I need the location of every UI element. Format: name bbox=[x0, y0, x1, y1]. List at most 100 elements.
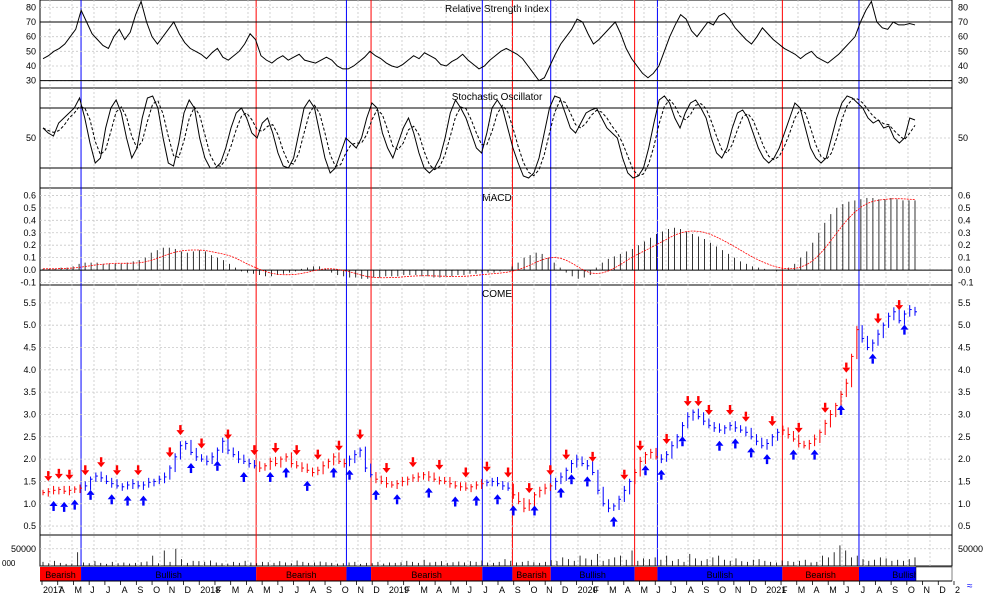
x-tick-label: J bbox=[861, 585, 866, 594]
buy-arrow-icon bbox=[678, 436, 687, 447]
buy-arrow-head bbox=[556, 487, 565, 493]
price-tick-right: 1.5 bbox=[958, 476, 971, 486]
sell-arrow-head bbox=[525, 488, 534, 494]
buy-arrow-icon bbox=[789, 449, 798, 460]
buy-arrow-head bbox=[567, 474, 576, 480]
price-tick-left: 0.5 bbox=[23, 521, 36, 531]
buy-arrow-icon bbox=[900, 324, 909, 335]
macd-tick-right: 0.0 bbox=[958, 265, 971, 275]
price-tick-left: 3.5 bbox=[23, 387, 36, 397]
buy-arrow-head bbox=[810, 449, 819, 455]
phase-bar: Bearish Bullish Bearish Bearish Bearish Bulli… bbox=[40, 566, 953, 582]
buy-arrow-icon bbox=[213, 460, 222, 471]
sell-arrow-icon bbox=[683, 396, 692, 407]
sell-arrow-head bbox=[65, 474, 74, 480]
sell-arrow-shaft bbox=[411, 457, 415, 463]
sell-arrow-shaft bbox=[797, 422, 800, 428]
sell-arrow-shaft bbox=[528, 483, 531, 489]
macd-panel: MACD -0.1 -0.1 0.0 0.0 0.1 0.1 0.2 0.2 0.3 0.3 0.4… bbox=[20, 190, 973, 287]
sell-arrow-head bbox=[683, 401, 692, 407]
sell-arrow-icon bbox=[504, 467, 513, 478]
sell-arrow-head bbox=[292, 450, 301, 456]
sell-arrow-shaft bbox=[823, 402, 827, 408]
sell-arrow-shaft bbox=[638, 440, 642, 446]
x-tick-label: 2021 bbox=[766, 585, 786, 594]
buy-arrow-head bbox=[345, 469, 354, 475]
sell-arrow-shaft bbox=[57, 468, 61, 474]
sell-arrow-shaft bbox=[845, 362, 848, 368]
sell-arrow-head bbox=[562, 454, 571, 460]
phase-segment bbox=[782, 567, 859, 581]
x-tick-label: O bbox=[530, 585, 537, 594]
corner-icon[interactable]: ≈ bbox=[967, 581, 973, 592]
sell-arrow-shaft bbox=[47, 471, 50, 477]
price-tick-right: 5.5 bbox=[958, 298, 971, 308]
buy-arrow-shaft bbox=[533, 510, 536, 516]
sell-arrow-head bbox=[44, 476, 53, 482]
buy-arrow-shaft bbox=[792, 454, 795, 460]
buy-arrow-head bbox=[49, 500, 58, 506]
buy-arrow-head bbox=[107, 494, 116, 500]
sell-arrow-icon bbox=[54, 468, 63, 479]
macd-tick-left: 0.4 bbox=[23, 215, 36, 225]
buy-arrow-shaft bbox=[644, 470, 647, 476]
x-tick-label: A bbox=[122, 585, 128, 594]
buy-arrow-icon bbox=[609, 516, 618, 527]
sell-arrow-shaft bbox=[295, 445, 298, 451]
sell-arrow-shaft bbox=[136, 465, 140, 471]
sell-arrow-shaft bbox=[99, 457, 103, 463]
buy-arrow-shaft bbox=[813, 454, 816, 460]
sell-arrow-icon bbox=[97, 457, 106, 468]
x-tick-label: F bbox=[405, 585, 411, 594]
buy-arrow-shaft bbox=[839, 410, 843, 415]
price-tick-left: 1.5 bbox=[23, 476, 36, 486]
sell-arrow-head bbox=[382, 468, 391, 474]
buy-arrow-shaft bbox=[73, 504, 76, 510]
x-tick-label: S bbox=[703, 585, 709, 594]
buy-arrow-icon bbox=[239, 471, 248, 482]
buy-arrow-shaft bbox=[110, 499, 113, 505]
buy-arrow-head bbox=[472, 495, 481, 501]
sell-arrow-shaft bbox=[179, 425, 182, 431]
phase-segment bbox=[482, 567, 513, 581]
buy-arrow-head bbox=[530, 505, 539, 511]
buy-arrow-head bbox=[763, 454, 772, 460]
phase-empty bbox=[915, 566, 953, 582]
buy-arrow-head bbox=[213, 460, 222, 466]
sell-arrow-head bbox=[223, 434, 232, 440]
price-tick-right: 3.5 bbox=[958, 387, 971, 397]
rsi-tick-left: 50 bbox=[26, 46, 36, 56]
sell-arrow-shaft bbox=[438, 459, 441, 465]
buy-arrow-icon bbox=[139, 495, 148, 506]
buy-arrow-head bbox=[583, 476, 592, 482]
sell-arrow-icon bbox=[134, 465, 143, 476]
sell-arrow-icon bbox=[588, 451, 597, 462]
sell-arrow-icon bbox=[65, 469, 74, 480]
buy-arrow-shaft bbox=[374, 494, 378, 500]
x-tick-label: M bbox=[609, 585, 617, 594]
price-tick-right: 3.0 bbox=[958, 409, 971, 419]
rsi-tick-right: 50 bbox=[958, 46, 968, 56]
sell-arrow-shaft bbox=[385, 463, 388, 469]
sell-arrow-icon bbox=[726, 405, 735, 415]
sell-arrow-head bbox=[97, 462, 106, 468]
sell-arrow-icon bbox=[271, 442, 280, 453]
buy-arrow-shaft bbox=[52, 505, 55, 511]
phase-segment bbox=[512, 567, 551, 581]
sell-arrow-shaft bbox=[316, 449, 320, 455]
sell-arrow-head bbox=[546, 470, 555, 476]
sell-arrow-icon bbox=[356, 429, 365, 440]
buy-arrow-icon bbox=[837, 405, 846, 415]
buy-arrow-icon bbox=[567, 474, 576, 485]
sell-arrow-head bbox=[482, 466, 491, 472]
macd-tick-right: 0.1 bbox=[958, 253, 971, 263]
sell-arrow-shaft bbox=[697, 396, 700, 402]
x-tick-label: A bbox=[688, 585, 694, 594]
buy-arrow-head bbox=[139, 495, 148, 501]
sell-arrow-icon bbox=[223, 429, 232, 440]
buy-arrow-icon bbox=[763, 454, 772, 465]
buy-arrow-shaft bbox=[242, 476, 246, 482]
buy-arrow-head bbox=[282, 467, 291, 473]
x-tick-label: J bbox=[656, 585, 661, 594]
phase-segment bbox=[550, 567, 635, 581]
